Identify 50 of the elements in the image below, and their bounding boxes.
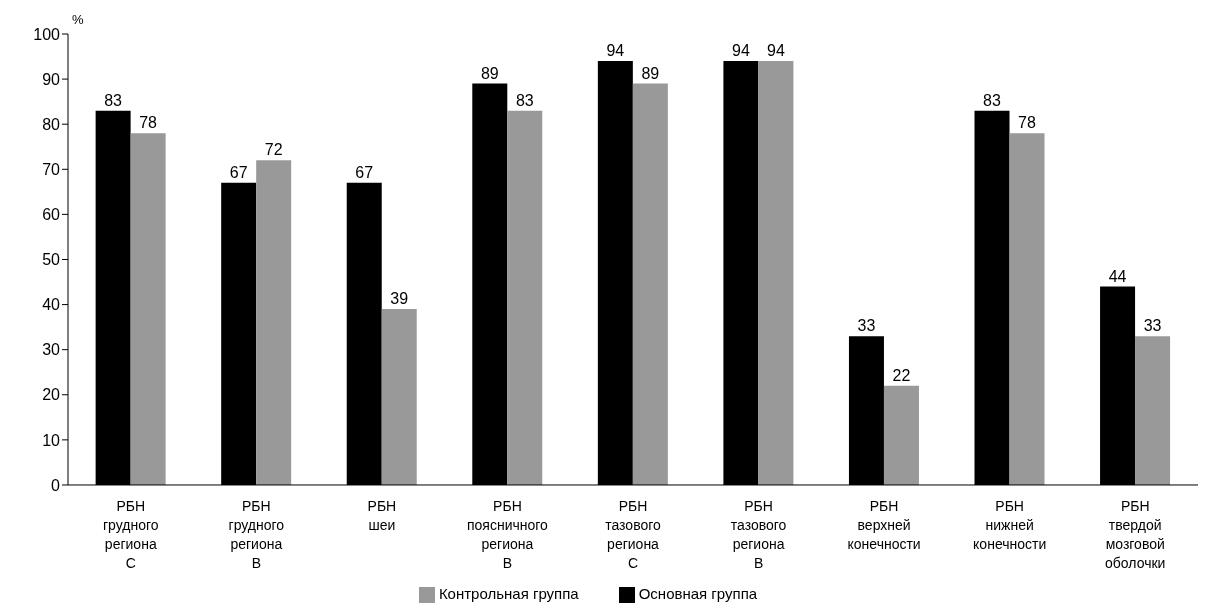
x-tick-label: РБН шеи <box>367 497 397 533</box>
bar <box>758 61 794 485</box>
x-tick-label: РБН грудного региона С <box>103 497 159 571</box>
y-tick-label: 0 <box>51 476 61 494</box>
x-tick-label: РБН поясничного региона В <box>466 497 549 571</box>
data-label: 67 <box>229 163 248 181</box>
bar <box>381 309 417 485</box>
x-tick-label: РБН верхней конечности <box>847 497 921 552</box>
bar <box>256 160 292 485</box>
legend-label: Контрольная группа <box>438 584 579 602</box>
y-tick-label: 60 <box>42 206 61 224</box>
y-tick-label: 100 <box>33 25 61 43</box>
data-label: 83 <box>104 91 123 109</box>
x-tick-label: РБН тазового региона С <box>605 497 661 571</box>
data-label: 94 <box>606 42 625 60</box>
y-tick-label: 40 <box>42 296 61 314</box>
legend-label: Основная группа <box>638 584 758 602</box>
y-tick-label: 30 <box>42 341 61 359</box>
data-label: 89 <box>641 64 660 82</box>
data-label: 67 <box>355 163 374 181</box>
y-tick-label: 50 <box>42 251 61 269</box>
data-label: 33 <box>1143 317 1162 335</box>
data-label: 78 <box>139 114 158 132</box>
bar <box>883 385 919 485</box>
bar <box>1009 133 1045 485</box>
bar <box>507 110 543 485</box>
y-tick-label: 80 <box>42 115 61 133</box>
data-label: 94 <box>732 42 750 60</box>
y-tick-label: 20 <box>42 386 61 404</box>
data-label: 89 <box>480 64 499 82</box>
y-axis-title: % <box>72 12 84 27</box>
bar <box>130 133 166 485</box>
data-label: 39 <box>390 290 409 308</box>
y-tick-label: 90 <box>42 70 61 88</box>
x-tick-label: РБН нижней конечности <box>973 497 1047 552</box>
data-label: 78 <box>1018 114 1037 132</box>
data-label: 83 <box>515 91 534 109</box>
data-label: 72 <box>264 141 283 159</box>
y-tick-label: 70 <box>42 160 61 178</box>
x-tick-label: РБН тазового региона В <box>730 497 787 571</box>
bar <box>1135 336 1171 485</box>
y-tick-label: 10 <box>42 431 61 449</box>
data-label: 83 <box>983 91 1002 109</box>
data-label: 22 <box>892 366 911 384</box>
data-label: 33 <box>857 317 876 335</box>
data-label: 94 <box>767 42 785 60</box>
bar <box>632 83 668 485</box>
x-tick-label: РБН грудного региона В <box>228 497 285 571</box>
data-label: 44 <box>1108 267 1127 285</box>
x-tick-label: РБН твердой мозговой оболочки <box>1105 497 1166 571</box>
